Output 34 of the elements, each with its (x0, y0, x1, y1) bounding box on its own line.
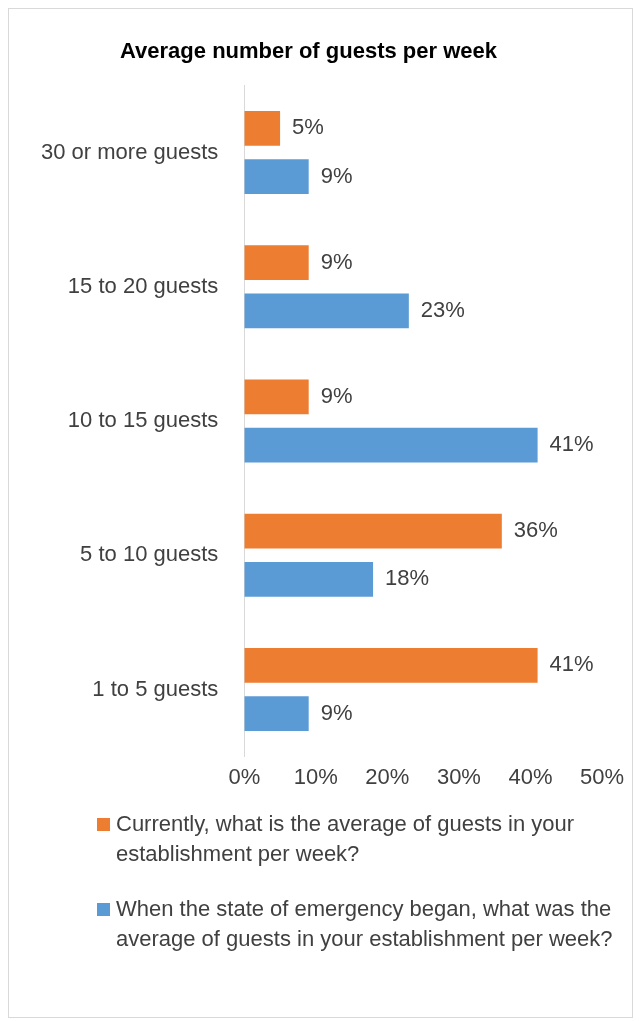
y-tick-label: 30 or more guests (41, 138, 219, 164)
data-label: 36% (513, 517, 558, 543)
bar (244, 427, 538, 463)
y-tick-label: 5 to 10 guests (80, 541, 219, 567)
bar (244, 293, 409, 329)
chart-title: Average number of guests per week (120, 38, 498, 64)
bar (244, 159, 309, 195)
data-label: 9% (320, 162, 353, 188)
x-tick-label: 30% (436, 763, 481, 789)
bar (244, 513, 502, 549)
bar (244, 696, 309, 732)
bar (244, 110, 281, 146)
x-tick-label: 20% (365, 763, 410, 789)
data-label: 9% (320, 382, 353, 408)
legend-label: Currently, what is the average of guests in your establishment per week? (116, 810, 576, 868)
y-tick-label: 10 to 15 guests (67, 407, 219, 433)
data-label: 18% (385, 565, 430, 591)
bar (244, 562, 374, 597)
y-tick-label: 15 to 20 guests (67, 272, 219, 298)
legend-label: When the state of emergency began, what was the average of guests in your establishment per week? (116, 895, 614, 954)
data-label: 41% (549, 651, 594, 677)
data-label: 9% (320, 248, 353, 274)
x-tick-label: 40% (508, 763, 553, 789)
bar (244, 647, 538, 683)
data-label: 23% (420, 296, 465, 322)
bar (244, 245, 309, 280)
bar (244, 379, 309, 415)
y-tick-label: 1 to 5 guests (92, 675, 219, 701)
data-label: 41% (549, 431, 594, 457)
data-label: 9% (320, 699, 353, 725)
x-tick-label: 10% (293, 763, 338, 789)
data-label: 5% (292, 114, 324, 140)
x-tick-label: 0% (228, 763, 261, 789)
x-tick-label: 50% (579, 763, 625, 789)
